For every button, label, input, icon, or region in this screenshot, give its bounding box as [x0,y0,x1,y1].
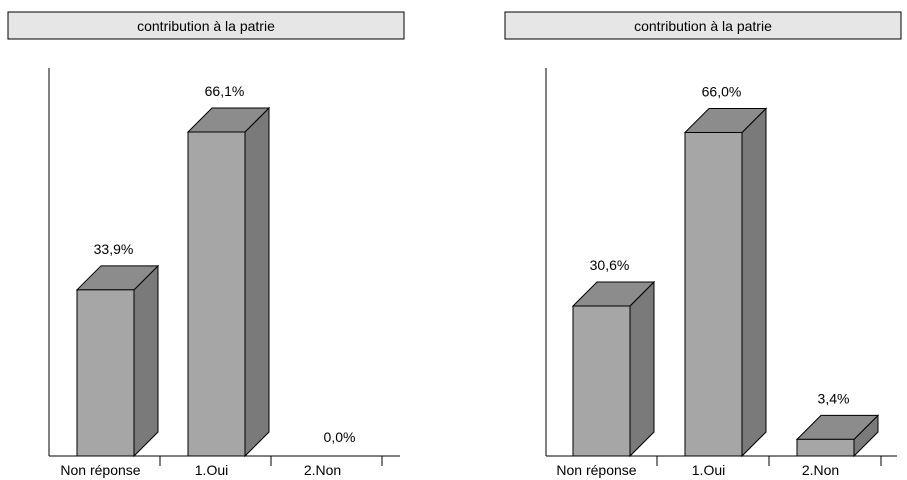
tick-label-2: 2.Non [802,462,839,478]
bars [75,106,271,458]
chart-title-box [504,11,902,40]
bar-side-1 [244,106,270,458]
ticks [159,456,383,466]
chart-left: contribution à la patrie 33,9% Non répons… [7,11,405,478]
bar-0 [572,305,631,457]
data-label-1: 66,0% [702,83,742,99]
tick-label-1: 1.Oui [692,462,725,478]
ticks [656,456,882,466]
chart-title: contribution à la patrie [137,18,275,34]
labels: 30,6% Non réponse 66,0% 1.Oui 3,4% 2.Non [556,83,849,478]
bar-0 [76,289,135,457]
data-label-0: 33,9% [94,241,134,257]
tick-label-2: 2.Non [304,462,341,478]
bar-side-0 [629,280,655,458]
bar-1 [684,131,743,457]
chart-right: contribution à la patrie 30,6% Non répons… [504,11,902,478]
data-label-2: 3,4% [818,390,850,406]
bars [571,107,880,458]
chart-title: contribution à la patrie [634,18,772,34]
tick-label-1: 1.Oui [195,462,228,478]
bar-1 [187,131,246,457]
bar-side-1 [741,107,767,458]
tick-label-0: Non réponse [556,462,636,478]
data-label-1: 66,1% [205,83,245,99]
tick-label-0: Non réponse [60,462,140,478]
bar-2 [796,438,855,457]
data-label-0: 30,6% [590,257,630,273]
labels: 33,9% Non réponse 66,1% 1.Oui 0,0% 2.Non [60,83,355,478]
chart-title-box [7,11,405,40]
bar-side-0 [133,264,159,458]
data-label-2: 0,0% [324,429,356,445]
